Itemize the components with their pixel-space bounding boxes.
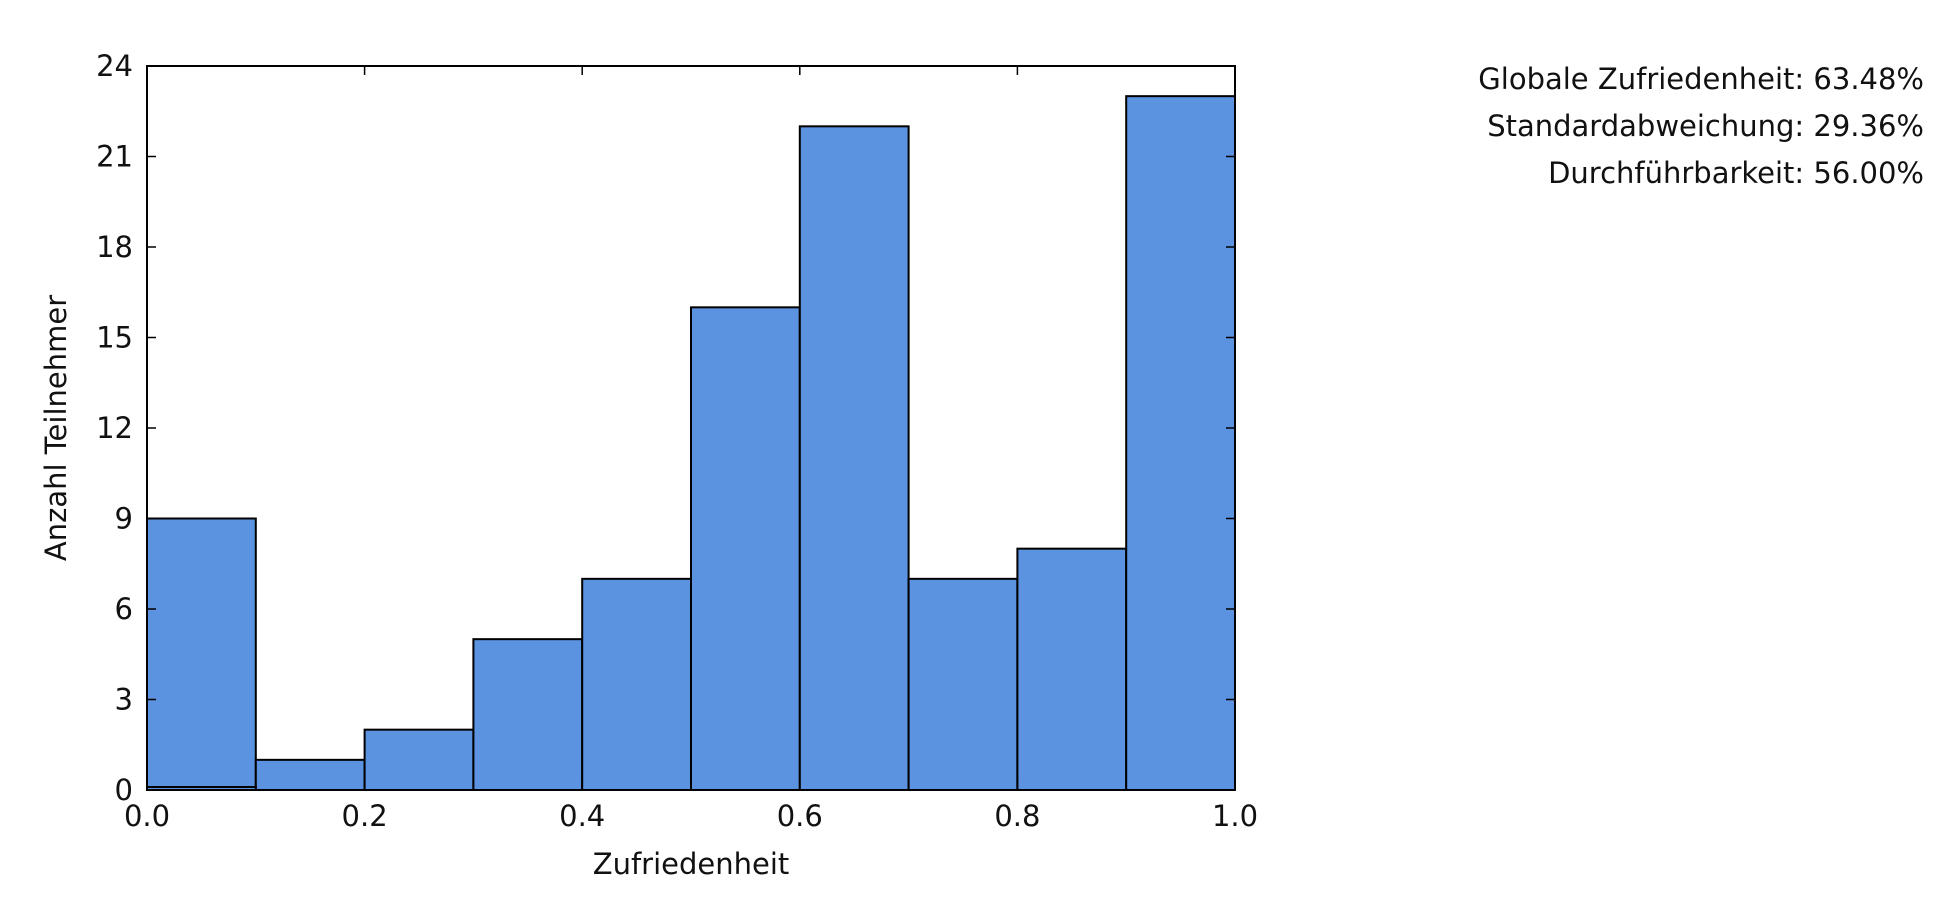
histogram-bar — [1125, 95, 1236, 791]
y-tick-label: 15 — [96, 321, 133, 355]
x-tick-label: 0.0 — [124, 799, 170, 833]
y-tick-label: 9 — [115, 502, 133, 536]
y-tick-label: 24 — [96, 49, 133, 83]
x-axis-label: Zufriedenheit — [593, 847, 790, 881]
stat-global-satisfaction: Globale Zufriedenheit: 63.48% — [1478, 62, 1924, 96]
y-tick-label: 3 — [115, 683, 133, 717]
histogram-bar — [581, 577, 693, 791]
histogram-bar — [472, 638, 584, 792]
histogram-bar — [907, 577, 1019, 791]
histogram-bar — [798, 125, 910, 792]
ticks-group: 0.0 0.2 0.4 0.6 0.8 1.0 0 3 6 9 12 15 18 21 24 — [96, 49, 1258, 833]
stat-feasibility: Durchführbarkeit: 56.00% — [1548, 156, 1924, 190]
x-tick-label: 0.2 — [342, 799, 388, 833]
histogram-bar — [1016, 547, 1128, 792]
bars-group — [146, 95, 1236, 792]
histogram-bar — [146, 517, 257, 791]
summary-stats: Globale Zufriedenheit: 63.48% Standardab… — [1204, 56, 1924, 197]
y-tick-label: 18 — [96, 230, 133, 264]
x-tick-label: 0.6 — [777, 799, 823, 833]
y-tick-label: 21 — [96, 140, 133, 174]
y-tick-label: 12 — [96, 411, 133, 445]
x-tick-label: 0.4 — [559, 799, 605, 833]
histogram-bar — [254, 758, 366, 791]
y-tick-label: 6 — [115, 592, 133, 626]
histogram-bar — [690, 306, 801, 791]
histogram-bar — [363, 728, 475, 792]
y-axis-label: Anzahl Teilnehmer — [39, 295, 73, 561]
stat-standard-deviation: Standardabweichung: 29.36% — [1487, 109, 1924, 143]
x-tick-label: 1.0 — [1212, 799, 1258, 833]
y-tick-label: 0 — [115, 773, 133, 807]
x-tick-label: 0.8 — [994, 799, 1040, 833]
